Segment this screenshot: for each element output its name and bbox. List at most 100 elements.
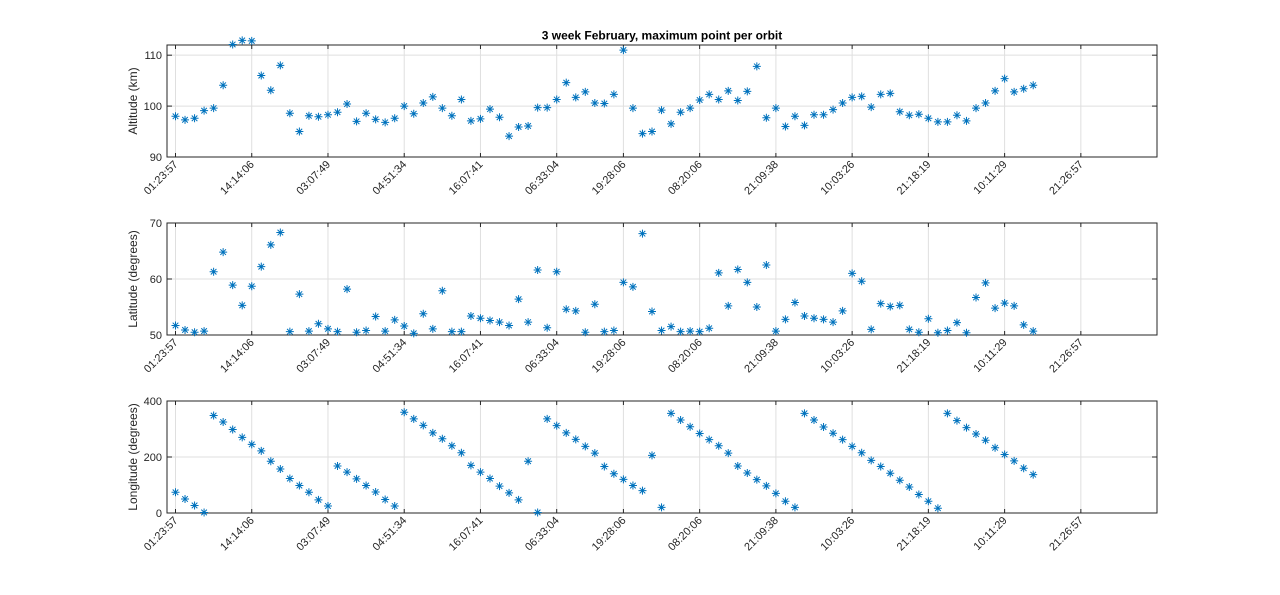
latitude-data-marker — [476, 314, 485, 323]
latitude-data-marker — [771, 327, 780, 336]
altitude-data-point — [781, 122, 790, 131]
latitude-data-marker — [371, 312, 380, 321]
longitude-data-point — [209, 411, 218, 420]
latitude-data-point — [609, 326, 618, 335]
latitude-data-marker — [762, 261, 771, 269]
longitude-data-point — [514, 495, 523, 504]
latitude-data-point — [705, 324, 714, 333]
altitude-data-marker — [876, 90, 885, 99]
latitude-data-point — [505, 321, 514, 330]
longitude-data-point — [895, 476, 904, 485]
latitude-data-point — [466, 311, 475, 320]
longitude-data-point — [562, 428, 571, 437]
latitude-x-tick-label: 06:33:04 — [523, 337, 562, 376]
altitude-data-point — [533, 103, 542, 112]
altitude-data-point — [571, 93, 580, 102]
latitude-data-point — [352, 328, 361, 337]
altitude-data-point — [648, 127, 656, 136]
longitude-data-marker — [295, 481, 304, 490]
altitude-data-point — [695, 95, 704, 104]
longitude-data-point — [829, 429, 838, 438]
altitude-x-tick-label: 04:51:34 — [371, 159, 410, 198]
longitude-data-marker — [667, 409, 676, 418]
altitude-data-marker — [838, 99, 847, 108]
altitude-data-marker — [972, 104, 981, 113]
longitude-data-point — [781, 497, 790, 506]
longitude-data-point — [876, 462, 885, 471]
altitude-data-marker — [829, 105, 838, 114]
longitude-data-marker — [533, 508, 542, 517]
longitude-data-marker — [228, 425, 237, 434]
latitude-data-marker — [952, 318, 961, 327]
altitude-data-marker — [257, 71, 266, 80]
latitude-data-marker — [991, 304, 1000, 313]
altitude-data-marker — [1000, 74, 1009, 83]
altitude-data-point — [419, 99, 428, 108]
latitude-data-point — [695, 327, 704, 336]
altitude-data-point — [981, 99, 990, 108]
latitude-data-marker — [667, 322, 676, 331]
altitude-data-marker — [505, 132, 514, 141]
latitude-data-marker — [628, 282, 637, 291]
latitude-data-marker — [209, 267, 218, 276]
longitude-data-point — [571, 435, 580, 444]
latitude-x-tick-label: 21:09:38 — [742, 337, 781, 376]
latitude-data-point — [400, 322, 409, 331]
latitude-data-point — [581, 328, 590, 337]
altitude-data-point — [285, 109, 294, 118]
latitude-data-marker — [562, 305, 571, 314]
latitude-data-marker — [238, 301, 247, 310]
altitude-data-point — [238, 36, 247, 45]
altitude-data-marker — [762, 113, 771, 122]
latitude-data-point — [333, 327, 342, 336]
latitude-data-marker — [752, 303, 761, 311]
altitude-data-marker — [667, 119, 676, 128]
altitude-data-point — [304, 111, 313, 120]
longitude-data-marker — [276, 465, 285, 474]
latitude-x-tick-label: 16:07:41 — [447, 337, 486, 376]
latitude-data-point — [648, 307, 656, 316]
latitude-data-marker — [943, 326, 952, 335]
latitude-data-point — [895, 301, 904, 310]
latitude-data-point — [924, 314, 933, 323]
latitude-data-point — [914, 328, 923, 337]
altitude-data-point — [867, 103, 876, 112]
altitude-data-marker — [228, 40, 237, 49]
latitude-data-marker — [638, 229, 647, 238]
longitude-data-point — [495, 482, 504, 491]
latitude-data-point — [314, 319, 323, 328]
latitude-data-point — [876, 299, 885, 308]
longitude-data-point — [390, 502, 399, 510]
altitude-data-marker — [352, 117, 361, 126]
altitude-data-point — [676, 108, 685, 117]
altitude-data-marker — [933, 117, 942, 126]
latitude-data-point — [790, 298, 799, 307]
altitude-x-tick-label: 21:09:38 — [742, 159, 781, 198]
longitude-x-tick-label: 21:18:19 — [895, 515, 934, 554]
longitude-data-point — [219, 418, 228, 426]
altitude-data-point — [266, 86, 275, 95]
longitude-x-tick-label: 10:03:26 — [818, 515, 857, 554]
altitude-data-marker — [476, 114, 485, 123]
longitude-x-tick-label: 08:20:06 — [666, 515, 705, 554]
altitude-data-marker — [905, 111, 914, 120]
altitude-data-marker — [914, 110, 923, 119]
latitude-data-marker — [266, 240, 275, 249]
latitude-data-point — [991, 304, 1000, 313]
altitude-data-point — [495, 113, 504, 122]
altitude-data-point — [562, 78, 571, 87]
longitude-data-point — [238, 433, 247, 442]
longitude-x-tick-label: 19:28:06 — [590, 515, 629, 554]
altitude-data-point — [514, 122, 523, 131]
longitude-data-point — [848, 442, 857, 451]
altitude-data-marker — [695, 95, 704, 104]
altitude-data-marker — [428, 92, 437, 101]
latitude-data-marker — [524, 318, 533, 327]
latitude-data-point — [838, 306, 847, 315]
longitude-data-point — [924, 497, 933, 506]
altitude-data-marker — [819, 110, 828, 119]
altitude-data-point — [314, 112, 323, 121]
latitude-data-point — [905, 325, 914, 334]
latitude-data-point — [533, 266, 542, 275]
latitude-data-point — [1000, 299, 1009, 308]
